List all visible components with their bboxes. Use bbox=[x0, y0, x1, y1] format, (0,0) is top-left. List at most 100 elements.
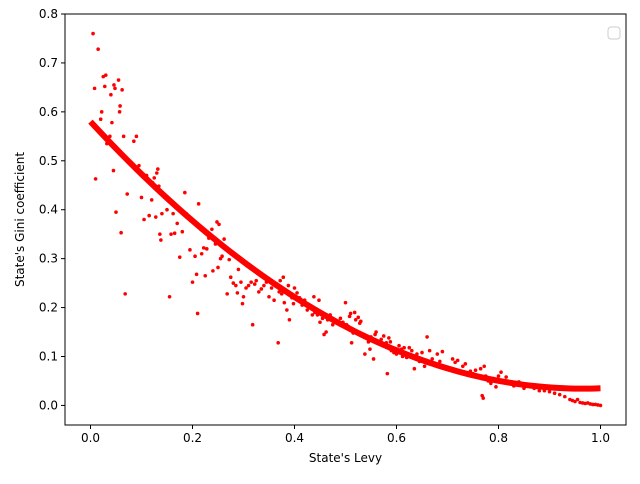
data-point bbox=[359, 319, 363, 324]
data-point bbox=[598, 403, 603, 408]
data-point bbox=[235, 291, 240, 295]
data-point bbox=[231, 281, 236, 285]
fit-curve-layer bbox=[88, 119, 601, 392]
data-point bbox=[171, 211, 175, 216]
data-point bbox=[478, 366, 483, 371]
data-point bbox=[352, 310, 357, 315]
data-point bbox=[175, 221, 179, 226]
data-point bbox=[119, 230, 123, 235]
data-point bbox=[292, 286, 297, 290]
data-point bbox=[240, 301, 245, 306]
x-axis-label: State's Levy bbox=[309, 451, 382, 465]
data-point bbox=[504, 375, 508, 379]
data-point bbox=[254, 278, 259, 283]
data-point bbox=[134, 134, 139, 139]
x-tick-label: 0.2 bbox=[183, 431, 202, 445]
y-tick-label: 0.1 bbox=[39, 350, 58, 364]
data-point bbox=[98, 117, 103, 121]
data-point bbox=[318, 320, 322, 325]
data-point bbox=[111, 168, 116, 173]
data-point bbox=[425, 335, 429, 339]
y-tick-label: 0.0 bbox=[39, 398, 58, 412]
data-point bbox=[222, 237, 226, 241]
data-point bbox=[278, 278, 283, 283]
data-point bbox=[281, 275, 286, 280]
data-point bbox=[188, 248, 192, 252]
data-point bbox=[190, 280, 195, 284]
data-point bbox=[330, 322, 335, 327]
data-point bbox=[123, 292, 127, 296]
data-point bbox=[267, 295, 271, 299]
data-point bbox=[156, 167, 160, 171]
data-point bbox=[183, 190, 187, 195]
data-point bbox=[591, 402, 595, 407]
y-tick-label: 0.4 bbox=[39, 203, 58, 217]
data-point bbox=[177, 255, 182, 259]
data-point bbox=[211, 269, 215, 273]
data-point bbox=[241, 295, 246, 299]
data-point bbox=[262, 283, 266, 288]
data-point bbox=[196, 202, 201, 206]
data-point bbox=[250, 322, 255, 327]
data-point bbox=[496, 374, 501, 378]
data-point bbox=[152, 176, 157, 180]
data-point bbox=[195, 311, 200, 316]
data-point bbox=[234, 283, 238, 288]
x-axis-ticks: 0.0 0.2 0.4 0.6 0.8 1.0 bbox=[81, 425, 610, 445]
data-point bbox=[204, 247, 209, 251]
data-point bbox=[440, 349, 445, 354]
data-point bbox=[147, 213, 151, 218]
data-point bbox=[112, 83, 116, 87]
data-point bbox=[118, 104, 122, 108]
legend-box bbox=[607, 26, 621, 40]
data-point bbox=[402, 345, 406, 350]
data-point bbox=[347, 314, 352, 319]
data-point bbox=[216, 265, 220, 270]
axes-frame bbox=[64, 13, 627, 426]
data-point bbox=[132, 139, 136, 144]
x-tick-label: 0.8 bbox=[489, 431, 508, 445]
data-point bbox=[114, 210, 118, 214]
data-point bbox=[225, 292, 229, 296]
data-point bbox=[159, 238, 163, 242]
x-tick-label: 0.4 bbox=[285, 431, 304, 445]
data-point bbox=[430, 357, 435, 361]
data-point bbox=[201, 246, 206, 250]
data-point bbox=[322, 332, 326, 337]
data-point bbox=[463, 362, 468, 366]
data-point bbox=[217, 222, 221, 227]
data-point bbox=[272, 298, 276, 303]
data-point bbox=[575, 397, 580, 402]
data-point bbox=[158, 232, 162, 236]
data-point bbox=[91, 31, 95, 36]
data-point bbox=[557, 392, 562, 397]
data-point bbox=[139, 195, 144, 200]
x-tick-label: 0.0 bbox=[81, 431, 100, 445]
data-point bbox=[420, 350, 424, 355]
data-point bbox=[167, 295, 172, 299]
data-point bbox=[109, 92, 113, 97]
data-point bbox=[210, 227, 214, 232]
data-point bbox=[348, 311, 353, 316]
data-point bbox=[125, 192, 130, 196]
data-point bbox=[310, 313, 315, 317]
data-point bbox=[259, 287, 264, 291]
data-point bbox=[305, 308, 310, 312]
data-point bbox=[343, 300, 348, 305]
data-point bbox=[461, 364, 465, 369]
y-tick-label: 0.6 bbox=[39, 105, 58, 119]
data-point bbox=[317, 298, 321, 303]
data-point bbox=[227, 257, 232, 262]
data-point bbox=[99, 110, 104, 114]
data-point bbox=[387, 336, 391, 340]
data-point bbox=[388, 340, 393, 344]
data-point bbox=[573, 399, 577, 404]
data-point bbox=[291, 301, 296, 306]
data-point bbox=[117, 110, 122, 114]
data-point bbox=[338, 316, 343, 321]
data-point bbox=[249, 280, 253, 284]
data-point bbox=[236, 267, 241, 272]
data-point bbox=[410, 348, 414, 353]
data-point bbox=[552, 391, 557, 395]
